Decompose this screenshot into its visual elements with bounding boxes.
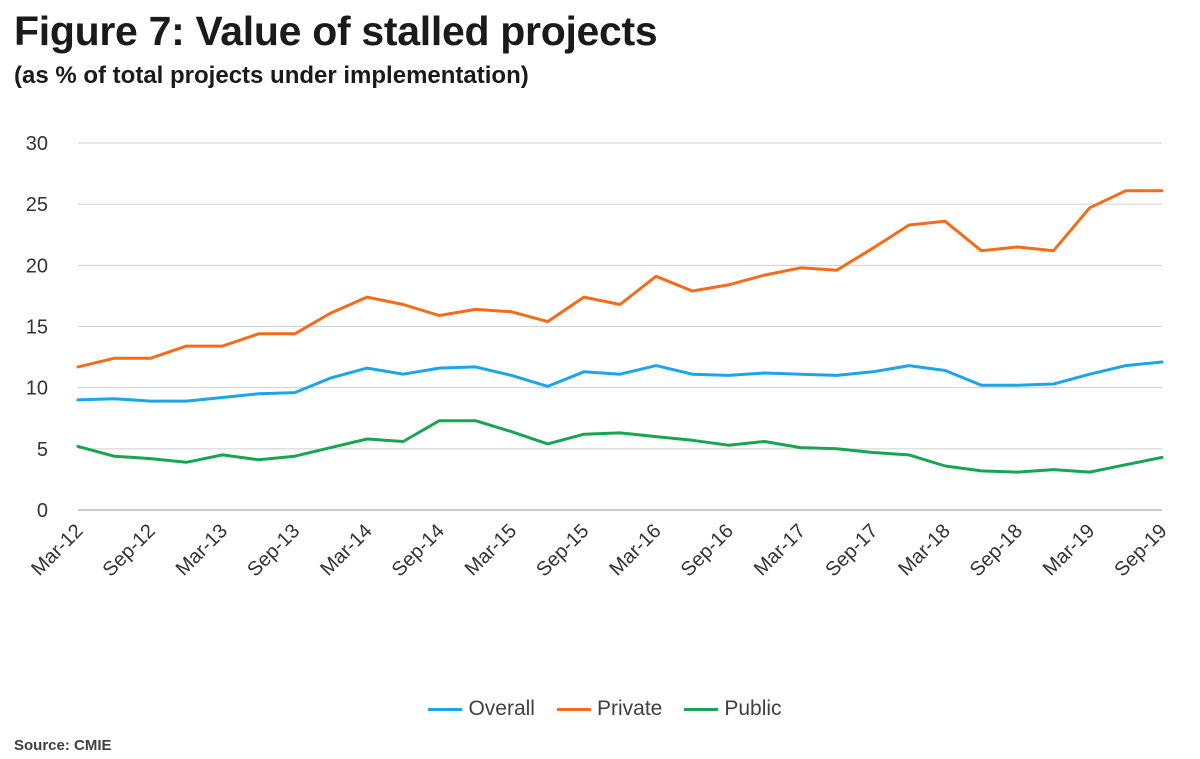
legend-label-overall: Overall: [468, 697, 535, 720]
legend-item-public: Public: [684, 697, 782, 721]
chart-title: Figure 7: Value of stalled projects: [14, 8, 658, 54]
series-line-private: [76, 189, 1164, 369]
x-tick-label: Sep-19: [1110, 520, 1171, 581]
x-tick-label: Sep-14: [388, 520, 449, 581]
y-tick-label: 25: [26, 194, 48, 216]
legend-swatch-overall: [428, 707, 463, 711]
x-tick-label: Sep-17: [821, 520, 882, 581]
chart-subtitle: (as % of total projects under implementa…: [14, 62, 529, 89]
x-tick-label: Mar-18: [894, 520, 954, 580]
y-tick-label: 5: [37, 439, 48, 461]
x-tick-label: Sep-15: [532, 520, 593, 581]
chart-legend: Overall Private Public: [0, 697, 1200, 721]
x-tick-label: Mar-16: [605, 520, 665, 580]
x-tick-label: Sep-16: [677, 520, 738, 581]
x-tick-label: Mar-13: [172, 520, 232, 580]
legend-item-private: Private: [556, 697, 663, 721]
y-tick-label: 15: [26, 317, 48, 339]
legend-item-overall: Overall: [428, 697, 535, 721]
series-line-public: [76, 419, 1164, 474]
series-line-overall: [76, 360, 1164, 403]
y-tick-label: 10: [26, 378, 48, 400]
x-tick-label: Mar-19: [1039, 520, 1099, 580]
legend-swatch-public: [684, 707, 719, 711]
legend-swatch-private: [556, 707, 591, 711]
x-tick-label: Mar-12: [27, 520, 87, 580]
y-tick-label: 20: [26, 255, 48, 277]
x-tick-label: Mar-14: [316, 520, 376, 580]
x-tick-label: Sep-18: [966, 520, 1027, 581]
y-tick-label: 30: [26, 133, 48, 155]
y-tick-label: 0: [37, 500, 48, 522]
x-tick-label: Sep-13: [243, 520, 304, 581]
legend-label-private: Private: [596, 697, 663, 720]
x-tick-label: Sep-12: [99, 520, 160, 581]
legend-label-public: Public: [724, 697, 782, 720]
source-note: Source: CMIE: [14, 737, 112, 754]
x-tick-label: Mar-17: [750, 520, 810, 580]
x-tick-label: Mar-15: [461, 520, 521, 580]
